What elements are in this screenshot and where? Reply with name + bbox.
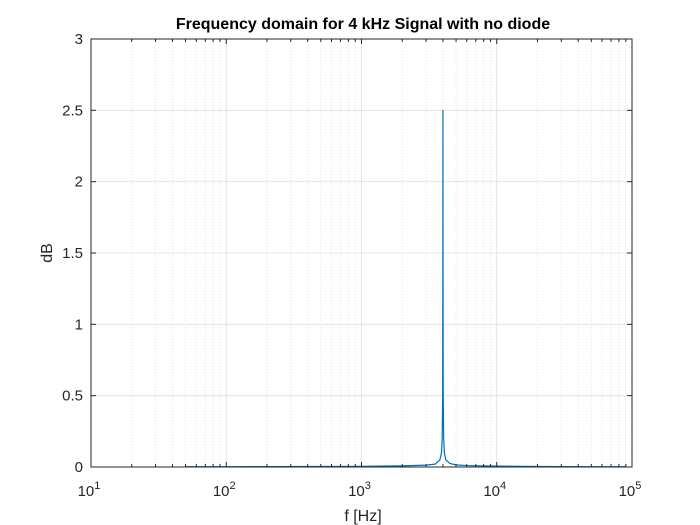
y-tick-label: 0.5 — [62, 388, 83, 405]
y-tick-label: 3 — [75, 31, 83, 48]
series-layer — [185, 109, 626, 468]
y-tick-label: 1 — [75, 316, 83, 333]
tick-labels: 101 102 103 104 105 0 0.5 1 1.5 2 2.5 3 — [62, 31, 641, 500]
x-tick-label: 101 — [78, 480, 101, 500]
y-tick-label: 2.5 — [62, 102, 83, 119]
x-tick-label: 102 — [213, 480, 236, 500]
x-tick-label: 104 — [483, 480, 506, 500]
y-axis-label: dB — [39, 243, 56, 263]
y-tick-label: 1.5 — [62, 245, 83, 262]
series-line — [185, 109, 626, 468]
y-tick-label: 0 — [75, 459, 83, 476]
x-tick-label: 105 — [619, 480, 642, 500]
x-tick-label: 103 — [348, 480, 371, 500]
ticks — [90, 38, 633, 468]
chart-title: Frequency domain for 4 kHz Signal with n… — [176, 16, 550, 33]
x-axis-label: f [Hz] — [344, 508, 381, 525]
y-tick-label: 2 — [75, 174, 83, 191]
